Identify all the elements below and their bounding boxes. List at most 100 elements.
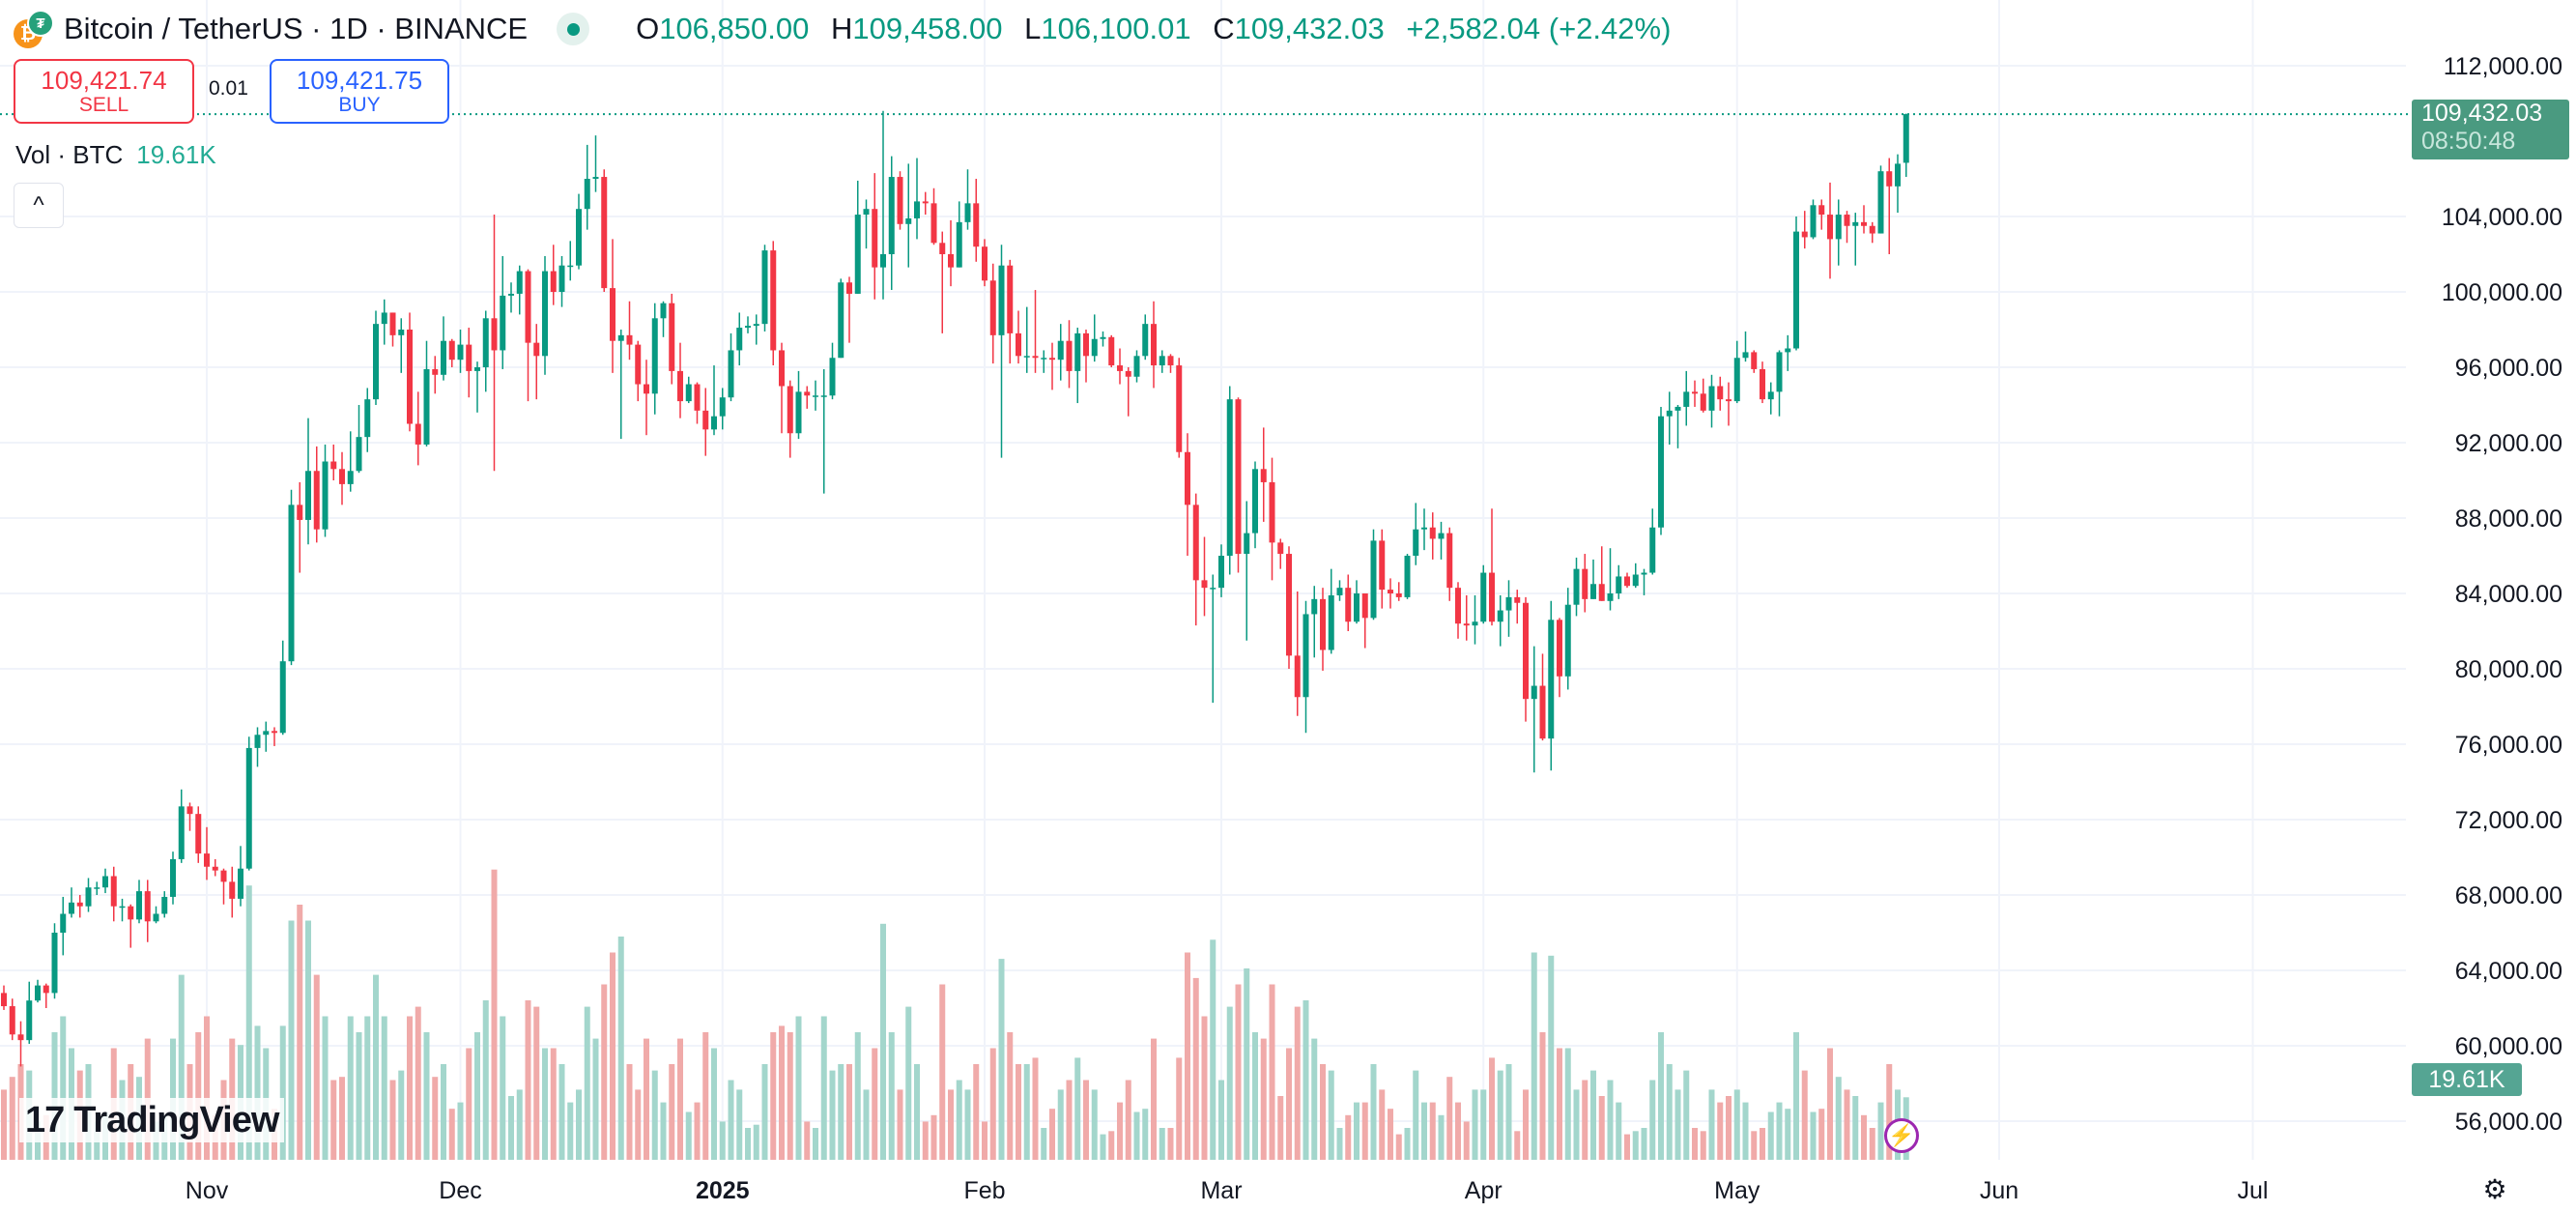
candle bbox=[1277, 538, 1284, 569]
price-tick-label: 88,000.00 bbox=[2455, 505, 2562, 533]
volume-bar bbox=[1, 1089, 7, 1160]
candle-body bbox=[220, 870, 227, 882]
volume-bar bbox=[644, 1038, 649, 1160]
candle-body bbox=[1717, 386, 1724, 400]
candle-body bbox=[795, 391, 802, 434]
tradingview-logo[interactable]: 17 TradingView bbox=[19, 1098, 285, 1142]
candle bbox=[1903, 113, 1909, 178]
candle-body bbox=[1252, 469, 1258, 534]
candle bbox=[795, 370, 802, 440]
candle-body bbox=[964, 203, 971, 222]
candle bbox=[1658, 406, 1664, 535]
candle-body bbox=[474, 367, 480, 371]
candle-body bbox=[694, 384, 701, 411]
candle-body bbox=[1548, 620, 1555, 739]
candle-body bbox=[1016, 332, 1021, 357]
buy-button[interactable]: 109,421.75 BUY bbox=[270, 59, 449, 124]
candle-body bbox=[1201, 580, 1208, 589]
volume-bar bbox=[195, 1032, 202, 1160]
time-tick-label: Apr bbox=[1465, 1177, 1503, 1204]
candle bbox=[1717, 376, 1724, 411]
sell-button[interactable]: 109,421.74 SELL bbox=[14, 59, 194, 124]
candle-body bbox=[448, 340, 455, 361]
candle-body bbox=[153, 913, 159, 922]
tradingview-logo-icon: 17 bbox=[25, 1099, 65, 1140]
candle bbox=[1023, 306, 1030, 373]
candle bbox=[660, 301, 667, 337]
candle-body bbox=[829, 358, 836, 396]
candle-body bbox=[364, 399, 371, 438]
high-value: 109,458.00 bbox=[852, 12, 1003, 45]
candle bbox=[998, 245, 1005, 458]
candle bbox=[288, 489, 295, 666]
settings-gear-icon[interactable]: ⚙ bbox=[2482, 1174, 2507, 1204]
volume-bar bbox=[1159, 1128, 1165, 1160]
candle-body bbox=[407, 330, 413, 424]
candle-body bbox=[1125, 370, 1131, 377]
candle bbox=[1041, 350, 1047, 373]
candle bbox=[516, 265, 523, 315]
candle-body bbox=[1658, 416, 1664, 528]
price-tick-label: 72,000.00 bbox=[2455, 807, 2562, 834]
candle bbox=[119, 898, 126, 922]
candle bbox=[26, 981, 33, 1045]
lightning-icon[interactable]: ⚡ bbox=[1884, 1118, 1919, 1153]
candle bbox=[1151, 301, 1157, 389]
open-label: O bbox=[636, 12, 660, 45]
candle-body bbox=[677, 370, 683, 402]
candle bbox=[1539, 653, 1546, 741]
candle bbox=[178, 789, 185, 863]
price-axis[interactable]: 112,000.00 104,000.00 100,000.00 96,000.00 9… bbox=[2442, 53, 2562, 1136]
candle-body bbox=[669, 303, 675, 371]
candle bbox=[1244, 501, 1250, 641]
volume-bar bbox=[888, 1032, 895, 1160]
candle-body bbox=[930, 203, 937, 244]
volume-legend[interactable]: Vol · BTC 19.61K bbox=[15, 140, 216, 170]
candle-body bbox=[1564, 604, 1571, 677]
candle-body bbox=[491, 318, 498, 351]
candle-body bbox=[711, 416, 717, 430]
volume-bar bbox=[829, 1070, 836, 1160]
volume-bar bbox=[567, 1102, 574, 1160]
volume-bar bbox=[1361, 1102, 1368, 1160]
candle-body bbox=[17, 1034, 24, 1041]
candle bbox=[1007, 259, 1014, 364]
candle-body bbox=[1607, 593, 1614, 601]
volume-bar bbox=[1091, 1089, 1098, 1160]
candle-body bbox=[347, 471, 354, 484]
candle bbox=[1336, 580, 1343, 601]
candle bbox=[1674, 405, 1681, 448]
volume-bar bbox=[1455, 1102, 1461, 1160]
volume-bar bbox=[677, 1038, 683, 1160]
volume-bar bbox=[474, 1032, 480, 1160]
market-status-icon[interactable] bbox=[557, 13, 590, 45]
candle bbox=[1505, 580, 1512, 637]
volume-bar bbox=[863, 1089, 870, 1160]
candle-body bbox=[1210, 588, 1216, 590]
candle-body bbox=[297, 505, 303, 520]
volume-bar bbox=[1801, 1070, 1808, 1160]
candle bbox=[728, 332, 734, 402]
candle-body bbox=[1590, 584, 1596, 599]
symbol-title[interactable]: Bitcoin / TetherUS · 1D · BINANCE bbox=[64, 12, 529, 45]
volume-bar bbox=[448, 1109, 455, 1160]
sell-label: SELL bbox=[78, 94, 129, 117]
candle-body bbox=[43, 985, 49, 994]
candle-body bbox=[1395, 593, 1402, 597]
price-tick-label: 100,000.00 bbox=[2442, 279, 2562, 306]
volume-bar bbox=[982, 1121, 987, 1160]
spread-value: 0.01 bbox=[209, 77, 248, 100]
time-axis[interactable]: Nov Dec 2025 Feb Mar Apr May Jun Jul bbox=[186, 1177, 2269, 1204]
candle-body bbox=[186, 806, 193, 815]
candle-body bbox=[1091, 338, 1098, 357]
collapse-legend-button[interactable]: ^ bbox=[14, 183, 64, 228]
candle-body bbox=[1793, 231, 1799, 349]
volume-bar bbox=[1083, 1080, 1089, 1160]
candle bbox=[144, 880, 151, 942]
candle-body bbox=[9, 1006, 15, 1035]
candle bbox=[85, 878, 92, 912]
volume-bar bbox=[939, 984, 946, 1160]
candle bbox=[51, 923, 58, 999]
candle-body bbox=[482, 318, 489, 367]
